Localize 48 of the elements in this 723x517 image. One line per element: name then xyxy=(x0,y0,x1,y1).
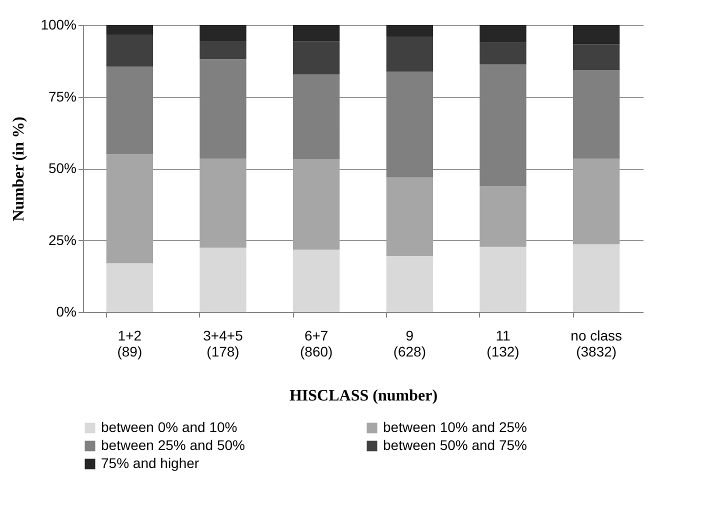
x-tick-label: 6+7 (860) xyxy=(300,328,333,360)
x-tick-label: 1+2 (89) xyxy=(117,328,142,360)
bar xyxy=(386,36,433,72)
bar xyxy=(106,34,153,67)
legend-label: between 25% and 50% xyxy=(101,437,245,453)
bar xyxy=(293,74,340,160)
x-tick-label: 11 (132) xyxy=(486,328,520,360)
x-tick-label: no class (3832) xyxy=(570,328,622,360)
bar xyxy=(200,25,246,42)
bar xyxy=(480,64,526,186)
bar xyxy=(293,159,340,250)
bar xyxy=(106,154,153,264)
bar xyxy=(386,177,433,256)
bar xyxy=(480,42,526,64)
bar xyxy=(200,59,246,158)
bar xyxy=(293,41,340,74)
bar xyxy=(386,25,433,36)
legend-label: between 10% and 25% xyxy=(383,419,527,435)
x-axis-title: HISCLASS (number) xyxy=(289,388,438,404)
bar xyxy=(480,246,526,312)
legend-label: 75% and higher xyxy=(101,455,200,471)
bar xyxy=(480,186,526,247)
y-axis-title: Number (in %) xyxy=(10,116,28,222)
bar xyxy=(573,44,620,70)
bar xyxy=(293,250,340,312)
bar xyxy=(573,244,620,312)
legend-label: between 50% and 75% xyxy=(383,437,527,453)
bar xyxy=(106,263,153,312)
bar xyxy=(106,66,153,154)
y-tick-label: 100% xyxy=(40,16,76,32)
y-tick-label: 0% xyxy=(56,304,76,320)
bar xyxy=(106,25,153,34)
x-tick-label: 9 (628) xyxy=(393,328,426,360)
bar xyxy=(480,25,526,43)
y-tick-label: 50% xyxy=(48,160,76,176)
bar xyxy=(573,158,620,244)
bar xyxy=(386,71,433,178)
bar xyxy=(573,25,620,44)
bar xyxy=(386,256,433,312)
bar xyxy=(200,248,246,312)
bar xyxy=(200,158,246,248)
y-tick-label: 25% xyxy=(48,232,76,248)
bar xyxy=(200,42,246,60)
bar xyxy=(293,25,340,42)
y-tick-label: 75% xyxy=(48,88,76,104)
legend-label: between 0% and 10% xyxy=(101,419,238,435)
x-tick-label: 3+4+5 (178) xyxy=(203,328,244,360)
bar xyxy=(573,70,620,158)
